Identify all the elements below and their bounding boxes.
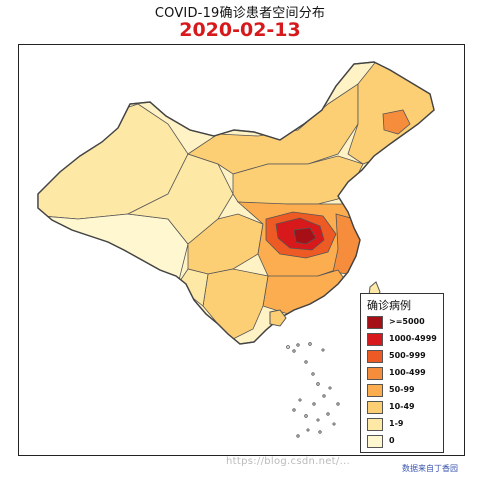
- legend-label: 10-49: [389, 402, 415, 411]
- legend-swatch: [367, 418, 383, 431]
- legend-swatch: [367, 401, 383, 414]
- region-hainan: [269, 309, 287, 327]
- legend-label: 1000-4999: [389, 334, 437, 343]
- legend-swatch: [367, 350, 383, 363]
- mainland-border: [37, 61, 435, 345]
- legend-swatch: [367, 384, 383, 397]
- south-sea-islands: [286, 342, 340, 438]
- legend-title: 确诊病例: [367, 299, 411, 312]
- data-source-note: 数据来自丁香园: [402, 464, 458, 473]
- legend-label: 100-499: [389, 368, 426, 377]
- region-southeast: [262, 269, 349, 315]
- map-date: 2020-02-13: [179, 19, 301, 41]
- legend-swatch: [367, 316, 383, 329]
- legend-swatch: [367, 435, 383, 448]
- region-tibet: [38, 213, 189, 285]
- region-south: [202, 268, 269, 340]
- map-title: COVID-19确诊患者空间分布: [154, 6, 326, 21]
- legend-swatch: [367, 333, 383, 346]
- legend-label: >=5000: [389, 317, 425, 326]
- legend: 确诊病例 >=5000 1000-4999 500-999 100-499 50…: [360, 293, 444, 453]
- legend-label: 0: [389, 436, 395, 445]
- china-map: [37, 61, 435, 438]
- legend-label: 50-99: [389, 385, 415, 394]
- watermark: https://blog.csdn.net/...: [226, 456, 351, 467]
- legend-swatch: [367, 367, 383, 380]
- legend-label: 500-999: [389, 351, 426, 360]
- region-heilongjiang-hotspot: [382, 109, 411, 135]
- region-wuhan: [293, 227, 317, 245]
- legend-label: 1-9: [389, 419, 404, 428]
